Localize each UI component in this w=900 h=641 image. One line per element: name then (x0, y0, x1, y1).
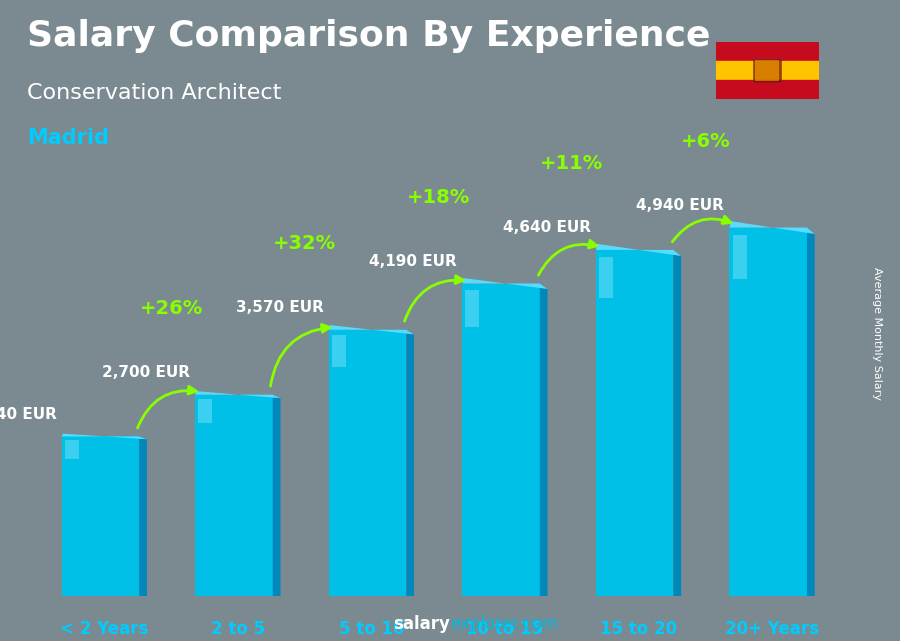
Text: +11%: +11% (540, 154, 603, 173)
FancyBboxPatch shape (332, 335, 346, 367)
Polygon shape (195, 391, 281, 398)
Text: 15 to 20: 15 to 20 (600, 620, 677, 638)
FancyBboxPatch shape (62, 437, 140, 596)
Polygon shape (463, 278, 547, 289)
Text: explorer.com: explorer.com (450, 615, 558, 633)
Text: < 2 Years: < 2 Years (60, 620, 148, 638)
Polygon shape (540, 283, 547, 596)
Polygon shape (673, 250, 681, 596)
Bar (716, 42, 819, 61)
FancyBboxPatch shape (195, 395, 273, 596)
Text: 2,700 EUR: 2,700 EUR (102, 365, 190, 380)
Text: +18%: +18% (407, 188, 470, 207)
Text: +32%: +32% (273, 234, 337, 253)
Bar (716, 61, 819, 80)
Text: Conservation Architect: Conservation Architect (27, 83, 282, 103)
FancyBboxPatch shape (730, 228, 807, 596)
Text: Average Monthly Salary: Average Monthly Salary (872, 267, 883, 400)
Polygon shape (596, 244, 681, 256)
FancyBboxPatch shape (714, 40, 821, 101)
Text: salary: salary (393, 615, 450, 633)
Bar (716, 80, 819, 99)
Bar (753, 59, 781, 82)
Text: Salary Comparison By Experience: Salary Comparison By Experience (27, 19, 710, 53)
Text: 3,570 EUR: 3,570 EUR (236, 300, 323, 315)
FancyBboxPatch shape (198, 399, 212, 423)
Polygon shape (730, 221, 815, 234)
Polygon shape (807, 228, 815, 596)
Text: Madrid: Madrid (27, 128, 109, 148)
Text: 2,140 EUR: 2,140 EUR (0, 407, 57, 422)
FancyBboxPatch shape (65, 440, 79, 459)
Text: 10 to 15: 10 to 15 (466, 620, 544, 638)
Text: 4,640 EUR: 4,640 EUR (502, 221, 590, 235)
FancyBboxPatch shape (599, 257, 613, 299)
Polygon shape (140, 437, 147, 596)
Polygon shape (406, 329, 414, 596)
FancyBboxPatch shape (328, 329, 406, 596)
Bar (755, 60, 779, 81)
Text: 4,190 EUR: 4,190 EUR (369, 254, 457, 269)
FancyBboxPatch shape (733, 235, 746, 279)
Polygon shape (62, 434, 147, 439)
Text: +26%: +26% (140, 299, 202, 318)
Text: 5 to 10: 5 to 10 (338, 620, 404, 638)
Text: 20+ Years: 20+ Years (725, 620, 819, 638)
Polygon shape (273, 395, 281, 596)
FancyBboxPatch shape (465, 290, 480, 328)
FancyBboxPatch shape (596, 250, 673, 596)
FancyBboxPatch shape (463, 283, 540, 596)
Polygon shape (328, 325, 414, 335)
Text: 4,940 EUR: 4,940 EUR (636, 198, 724, 213)
Text: 2 to 5: 2 to 5 (211, 620, 265, 638)
Text: +6%: +6% (680, 132, 730, 151)
